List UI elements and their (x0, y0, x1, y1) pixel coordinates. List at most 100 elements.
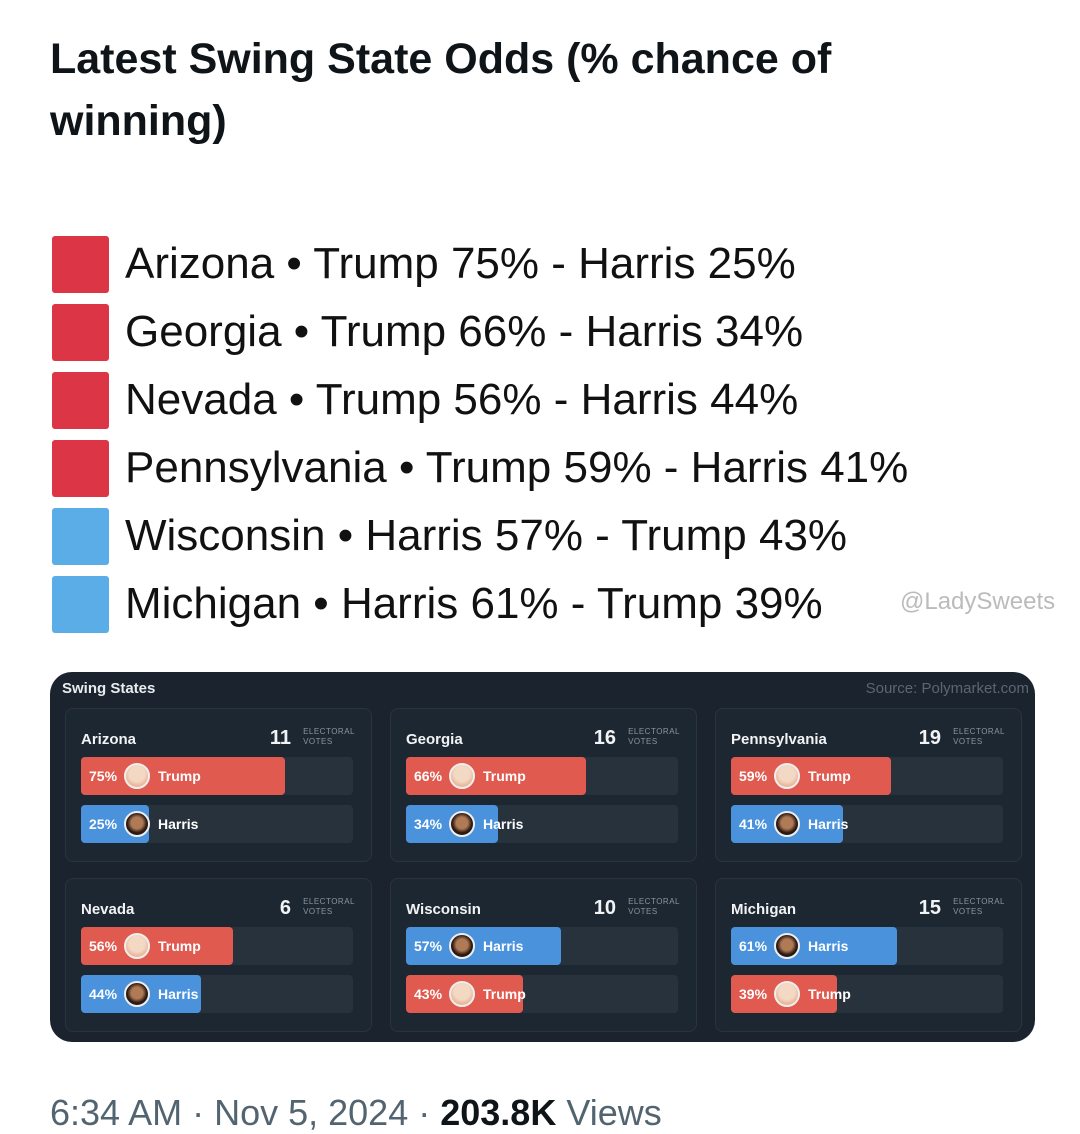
bar-percent: 56% (89, 938, 118, 954)
post-date[interactable]: Nov 5, 2024 (214, 1092, 409, 1133)
ev-label-2: VOTES (303, 737, 333, 746)
candidate-name: Harris (808, 938, 849, 954)
odds-bar-harris: 44% Harris (81, 975, 353, 1013)
trump-avatar-icon (774, 981, 800, 1007)
ev-label-1: ELECTORAL (303, 897, 355, 906)
state-card: Michigan 15 ELECTORAL VOTES 61% Harris 39… (715, 878, 1022, 1032)
ev-label-1: ELECTORAL (303, 727, 355, 736)
state-card: Arizona 11 ELECTORAL VOTES 75% Trump 25% … (65, 708, 372, 862)
odds-bar-harris: 34% Harris (406, 805, 678, 843)
post-title: Latest Swing State Odds (% chance of win… (50, 35, 832, 145)
odds-list: Arizona • Trump 75% - Harris 25% Georgia … (52, 230, 908, 638)
red-square-icon (52, 439, 109, 497)
odds-bar-trump: 66% Trump (406, 757, 678, 795)
ev-label-1: ELECTORAL (953, 727, 1005, 736)
trump-avatar-icon (449, 763, 475, 789)
embedded-image-swing-states[interactable]: Swing States Source: Polymarket.com Ariz… (50, 672, 1035, 1042)
odds-text: Wisconsin • Harris 57% - Trump 43% (125, 511, 848, 560)
odds-bar-trump: 43% Trump (406, 975, 678, 1013)
trump-avatar-icon (449, 981, 475, 1007)
bar-fill (406, 927, 562, 965)
candidate-name: Harris (158, 816, 199, 832)
candidate-name: Trump (158, 938, 201, 954)
post-time[interactable]: 6:34 AM (50, 1092, 183, 1133)
odds-row: Michigan • Harris 61% - Trump 39% (52, 570, 908, 638)
ev-label-2: VOTES (953, 737, 983, 746)
odds-bar-trump: 39% Trump (731, 975, 1003, 1013)
harris-avatar-icon (449, 933, 475, 959)
ev-label-2: VOTES (953, 907, 983, 916)
bar-percent: 59% (739, 768, 768, 784)
odds-row: Pennsylvania • Trump 59% - Harris 41% (52, 434, 908, 502)
blue-square-icon (52, 507, 109, 565)
odds-text: Michigan • Harris 61% - Trump 39% (125, 579, 823, 628)
ev-label-1: ELECTORAL (628, 727, 680, 736)
bar-percent: 57% (414, 938, 443, 954)
odds-bar-harris: 25% Harris (81, 805, 353, 843)
electoral-votes-label: ELECTORAL VOTES (628, 897, 680, 917)
electoral-votes: 6 (279, 897, 291, 919)
ev-label-2: VOTES (303, 907, 333, 916)
bar-percent: 66% (414, 768, 443, 784)
electoral-votes-label: ELECTORAL VOTES (303, 897, 355, 917)
ev-label-1: ELECTORAL (953, 897, 1005, 906)
candidate-name: Trump (808, 768, 851, 784)
state-card: Nevada 6 ELECTORAL VOTES 56% Trump 44% Ha… (65, 878, 372, 1032)
red-square-icon (52, 235, 109, 293)
trump-avatar-icon (774, 763, 800, 789)
state-name: Pennsylvania (731, 731, 827, 748)
views-label: Views (566, 1092, 662, 1133)
candidate-name: Trump (483, 768, 526, 784)
bar-percent: 39% (739, 986, 768, 1002)
odds-row: Wisconsin • Harris 57% - Trump 43% (52, 502, 908, 570)
electoral-votes: 10 (593, 897, 616, 919)
bar-percent: 44% (89, 986, 118, 1002)
bar-percent: 25% (89, 816, 118, 832)
odds-bar-harris: 41% Harris (731, 805, 1003, 843)
state-name: Arizona (81, 731, 137, 748)
ev-label-1: ELECTORAL (628, 897, 680, 906)
bar-fill (81, 927, 234, 965)
electoral-votes-label: ELECTORAL VOTES (303, 727, 355, 747)
candidate-name: Harris (808, 816, 849, 832)
electoral-votes: 15 (918, 897, 941, 919)
harris-avatar-icon (124, 981, 150, 1007)
trump-avatar-icon (124, 763, 150, 789)
bar-fill (406, 757, 586, 795)
state-name: Michigan (731, 901, 797, 918)
odds-row: Nevada • Trump 56% - Harris 44% (52, 366, 908, 434)
odds-text: Georgia • Trump 66% - Harris 34% (125, 307, 804, 356)
blue-square-icon (52, 575, 109, 633)
bar-fill (731, 927, 897, 965)
state-card: Georgia 16 ELECTORAL VOTES 66% Trump 34% … (390, 708, 697, 862)
candidate-name: Trump (483, 986, 526, 1002)
bar-percent: 41% (739, 816, 768, 832)
views-count: 203.8K (440, 1092, 557, 1133)
state-card: Pennsylvania 19 ELECTORAL VOTES 59% Trump… (715, 708, 1022, 862)
electoral-votes: 11 (269, 727, 291, 749)
electoral-votes-label: ELECTORAL VOTES (953, 897, 1005, 917)
odds-row: Georgia • Trump 66% - Harris 34% (52, 298, 908, 366)
electoral-votes: 16 (593, 727, 616, 749)
post-meta: 6:34 AM · Nov 5, 2024 · 203.8K Views (50, 1092, 662, 1133)
candidate-name: Harris (483, 938, 524, 954)
panel-title: Swing States (62, 680, 156, 697)
bar-percent: 43% (414, 986, 443, 1002)
odds-row: Arizona • Trump 75% - Harris 25% (52, 230, 908, 298)
bar-fill (731, 757, 892, 795)
electoral-votes-label: ELECTORAL VOTES (953, 727, 1005, 747)
harris-avatar-icon (449, 811, 475, 837)
red-square-icon (52, 371, 109, 429)
state-name: Wisconsin (406, 901, 481, 918)
bar-percent: 75% (89, 768, 118, 784)
odds-bar-harris: 61% Harris (731, 927, 1003, 965)
harris-avatar-icon (124, 811, 150, 837)
candidate-name: Trump (158, 768, 201, 784)
odds-bar-trump: 59% Trump (731, 757, 1003, 795)
state-card: Wisconsin 10 ELECTORAL VOTES 57% Harris 4… (390, 878, 697, 1032)
odds-text: Pennsylvania • Trump 59% - Harris 41% (125, 443, 909, 492)
odds-text: Arizona • Trump 75% - Harris 25% (125, 239, 796, 288)
bar-fill (81, 757, 285, 795)
bar-percent: 61% (739, 938, 768, 954)
watermark: @LadySweets (900, 588, 1056, 615)
